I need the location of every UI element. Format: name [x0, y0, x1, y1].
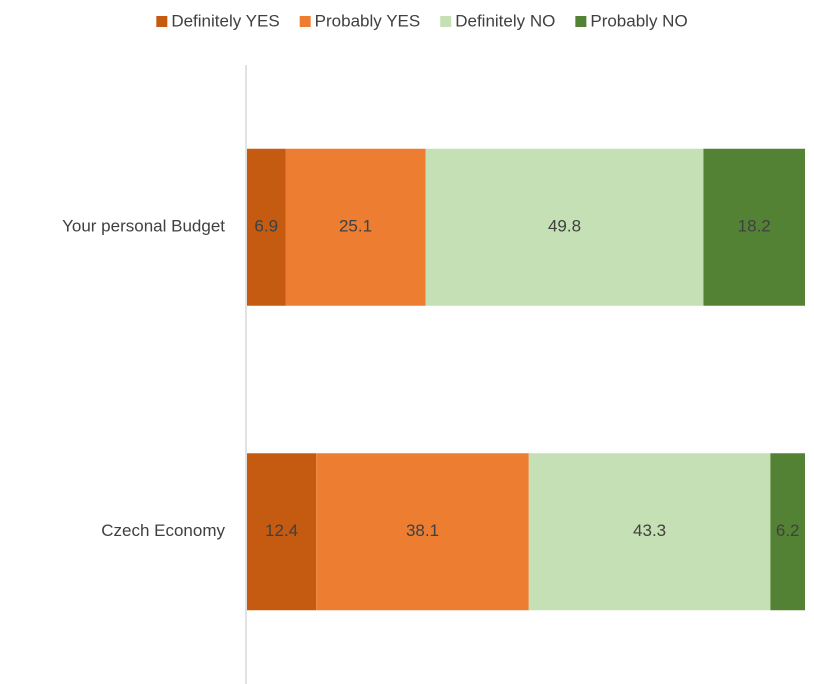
legend-swatch — [440, 16, 452, 27]
legend-swatch — [156, 16, 168, 27]
legend-swatch — [575, 16, 587, 27]
legend: Definitely YES Probably YES Definitely NO P… — [156, 11, 688, 30]
category-label: Your personal Budget — [62, 217, 225, 236]
legend-label: Definitely YES — [171, 11, 279, 30]
data-label: 12.4 — [265, 521, 298, 540]
bar-segment — [247, 148, 286, 306]
bar-segment — [770, 453, 805, 611]
legend-label: Probably NO — [590, 11, 687, 30]
bar-segment — [703, 148, 805, 306]
data-label: 25.1 — [339, 217, 372, 236]
data-label: 18.2 — [738, 217, 771, 236]
data-label: 43.3 — [633, 521, 666, 540]
legend-label: Probably YES — [315, 11, 421, 30]
bar-segment — [316, 453, 529, 611]
legend-label: Definitely NO — [455, 11, 555, 30]
bar-segment — [425, 148, 704, 306]
bar-segment — [247, 453, 317, 611]
legend-swatch — [299, 16, 311, 27]
category-label: Czech Economy — [101, 521, 225, 540]
data-label: 49.8 — [548, 217, 581, 236]
bar-segment — [285, 148, 426, 306]
data-label: 6.9 — [254, 217, 278, 236]
data-label: 38.1 — [406, 521, 439, 540]
bar-segment — [528, 453, 771, 611]
data-label: 6.2 — [776, 521, 800, 540]
